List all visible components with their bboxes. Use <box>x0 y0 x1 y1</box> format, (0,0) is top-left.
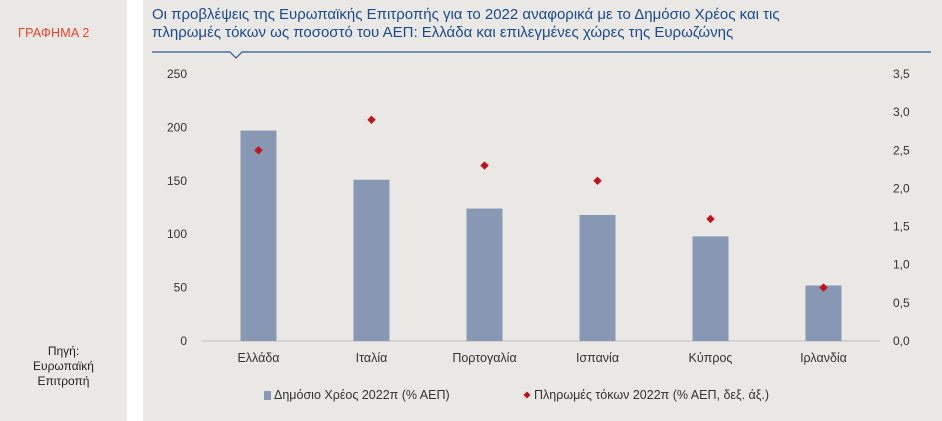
interest-marker <box>819 283 828 292</box>
x-category-label: Ιταλία <box>356 351 388 365</box>
title-underline <box>152 51 931 59</box>
source-note: Πηγή: Ευρωπαϊκή Επιτροπή <box>0 344 127 389</box>
y-left-tick-label: 150 <box>167 174 187 188</box>
x-category-label: Ελλάδα <box>237 351 279 365</box>
legend-bar-label: Δημόσιο Χρέος 2022π (% ΑΕΠ) <box>274 388 450 402</box>
y-left-tick-label: 200 <box>167 120 187 134</box>
source-line: Πηγή: <box>47 344 80 358</box>
figure-sidebar: ΓΡΑΦΗΜΑ 2 Πηγή: Ευρωπαϊκή Επιτροπή <box>0 0 127 421</box>
chart-title-line: πληρωμές τόκων ως ποσοστό του ΑΕΠ: Ελλάδ… <box>152 24 734 41</box>
y-left-tick-label: 100 <box>167 227 187 241</box>
x-category-label: Ιρλανδία <box>800 351 847 365</box>
interest-marker <box>254 146 263 155</box>
y-right-tick-label: 2,5 <box>893 143 910 157</box>
y-left-tick-label: 0 <box>180 334 187 348</box>
figure-number-tag: ΓΡΑΦΗΜΑ 2 <box>18 26 90 40</box>
chart-title: Οι προβλέψεις της Ευρωπαϊκής Επιτροπής γ… <box>152 6 912 42</box>
debt-bar <box>466 208 503 341</box>
debt-bar <box>692 236 729 341</box>
y-right-tick-label: 3,5 <box>893 67 910 81</box>
separator-gap <box>127 0 143 421</box>
interest-marker <box>593 176 602 185</box>
y-right-tick-label: 0,0 <box>893 334 910 348</box>
y-right-tick-label: 0,5 <box>893 296 910 310</box>
source-line: Επιτροπή <box>37 374 90 388</box>
source-line: Ευρωπαϊκή <box>33 359 94 373</box>
debt-bar <box>240 130 277 341</box>
debt-bar <box>805 285 842 341</box>
y-right-tick-label: 2,0 <box>893 181 910 195</box>
y-left-tick-label: 250 <box>167 67 187 81</box>
y-right-tick-label: 1,5 <box>893 220 910 234</box>
interest-marker <box>706 214 715 224</box>
interest-marker <box>367 115 376 124</box>
y-left-tick-label: 50 <box>174 281 188 295</box>
y-right-tick-label: 3,0 <box>893 105 910 119</box>
legend-marker-label: Πληρωμές τόκων 2022π (% ΑΕΠ, δεξ. άξ.) <box>534 388 769 402</box>
x-category-label: Κύπρος <box>689 351 733 365</box>
debt-bar <box>353 179 390 341</box>
legend-marker-swatch <box>523 391 531 399</box>
chart-title-line: Οι προβλέψεις της Ευρωπαϊκής Επιτροπής γ… <box>152 6 780 23</box>
interest-marker <box>480 161 489 170</box>
debt-bar <box>579 214 616 341</box>
x-category-label: Ισπανία <box>576 351 619 365</box>
legend-bar-swatch <box>264 391 271 400</box>
x-category-label: Πορτογαλία <box>452 351 516 365</box>
y-right-tick-label: 1,0 <box>893 258 910 272</box>
